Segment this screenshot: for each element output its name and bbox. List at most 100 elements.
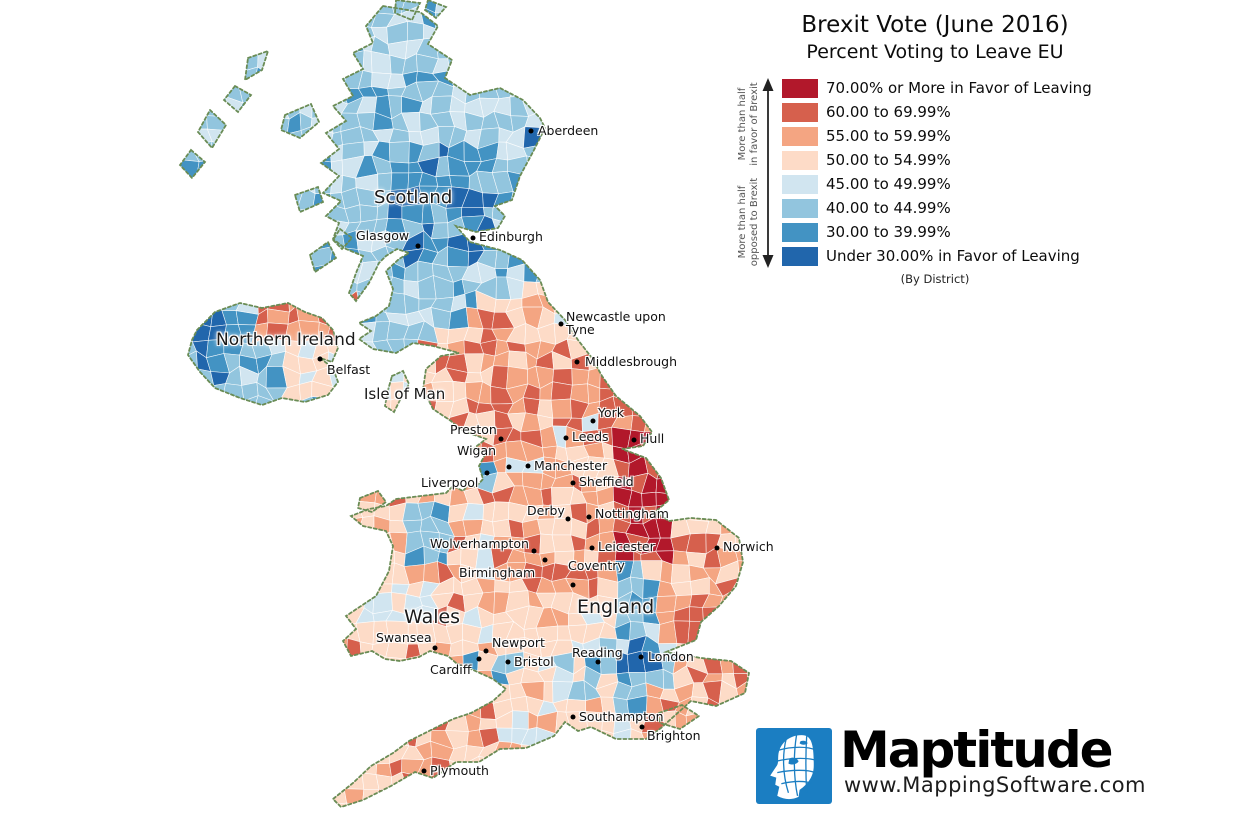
city-marker [505,659,511,665]
legend-item: Under 30.00% in Favor of Leaving [782,244,1092,268]
city-label: London [648,649,694,664]
legend-item: 60.00 to 69.99% [782,100,1092,124]
city-marker [476,656,482,662]
maptitude-wordmark: Maptitude [840,721,1114,779]
city-label: Middlesbrough [585,354,678,369]
city-marker [542,557,548,563]
city-label: Liverpool [421,475,479,490]
maptitude-globe-head-icon [756,728,832,804]
legend-swatch [782,150,818,170]
choropleth-districts [180,0,749,807]
city-marker [574,359,580,365]
city-label: Coventry [568,558,625,573]
legend-items: 70.00% or More in Favor of Leaving 60.00… [782,76,1092,268]
city-label: Sheffield [579,474,634,489]
city-label: Aberdeen [538,123,599,138]
city-marker [415,243,421,249]
city-label: Cardiff [430,662,472,677]
city-marker [531,548,537,554]
legend-label: 40.00 to 44.99% [826,199,951,217]
city-label: Derby [527,503,565,518]
legend-axis-opposed-label: More than half opposed to Brexit [737,177,760,267]
legend-item: 70.00% or More in Favor of Leaving [782,76,1092,100]
legend-label: 50.00 to 54.99% [826,151,951,169]
legend-swatch [782,174,818,194]
region-label-wales: Wales [404,606,461,628]
city-label: Leicester [598,539,655,554]
city-label: Bristol [514,654,554,669]
city-label: Leeds [572,429,609,444]
legend-label: 70.00% or More in Favor of Leaving [826,79,1092,97]
region-label-northern-ireland: Northern Ireland [216,330,356,350]
city-label: Manchester [534,458,608,473]
city-label: Plymouth [430,763,489,778]
legend-note: (By District) [900,272,970,286]
city-marker [714,545,720,551]
city-marker [570,582,576,588]
legend-axis-favor-label: More than half in favor of Brexit [737,82,760,166]
maptitude-logo: Maptitude www.MappingSoftware.com [756,724,1146,804]
city-label: Birmingham [459,565,536,580]
city-label: Newcastle upon Tyne [566,309,666,338]
city-label: Southampton [579,709,664,724]
legend-label: Under 30.00% in Favor of Leaving [826,247,1080,265]
city-label: York [598,405,625,420]
region-label-isle-of-man: Isle of Man [364,385,446,403]
city-marker [586,514,592,520]
legend-swatch [782,222,818,242]
city-label: Nottingham [595,506,669,521]
legend-label: 45.00 to 49.99% [826,175,951,193]
city-label: Belfast [327,362,371,377]
legend-swatch [782,102,818,122]
legend-item: 30.00 to 39.99% [782,220,1092,244]
legend-swatch [782,246,818,266]
city-label: Newport [492,635,545,650]
city-label: Glasgow [356,228,410,243]
city-marker [595,659,601,665]
legend: Brexit Vote (June 2016) Percent Voting t… [735,12,1147,304]
map-subtitle: Percent Voting to Leave EU [806,41,1064,63]
legend-item: 45.00 to 49.99% [782,172,1092,196]
city-marker [638,654,644,660]
city-marker [565,516,571,522]
city-marker [563,435,569,441]
region-label-scotland: Scotland [374,187,453,208]
legend-swatch [782,78,818,98]
legend-item: 55.00 to 59.99% [782,124,1092,148]
city-marker [483,648,489,654]
city-label: Wigan [457,443,497,458]
legend-label: 60.00 to 69.99% [826,103,951,121]
legend-label: 30.00 to 39.99% [826,223,951,241]
maptitude-website-url: www.MappingSoftware.com [844,772,1146,797]
city-marker [639,724,645,730]
legend-swatch [782,198,818,218]
legend-item: 50.00 to 54.99% [782,148,1092,172]
map-title: Brexit Vote (June 2016) [801,12,1069,38]
city-marker [590,418,596,424]
city-marker [484,470,490,476]
city-marker [558,321,564,327]
city-marker [589,545,595,551]
legend-label: 55.00 to 59.99% [826,127,951,145]
city-label: Hull [640,431,665,446]
city-marker [528,128,534,134]
legend-item: 40.00 to 44.99% [782,196,1092,220]
city-marker [570,714,576,720]
city-marker [525,463,531,469]
city-marker [506,464,512,470]
city-label: Preston [450,422,497,437]
city-label: Swansea [376,630,432,645]
city-marker [498,436,504,442]
city-label: Norwich [723,539,774,554]
city-marker [570,480,576,486]
city-marker [432,645,438,651]
city-marker [317,356,323,362]
city-marker [421,768,427,774]
city-label: Reading [572,645,623,660]
region-label-england: England [577,596,655,618]
city-label: Edinburgh [479,229,543,244]
city-label: Brighton [647,728,701,743]
city-marker [631,437,637,443]
